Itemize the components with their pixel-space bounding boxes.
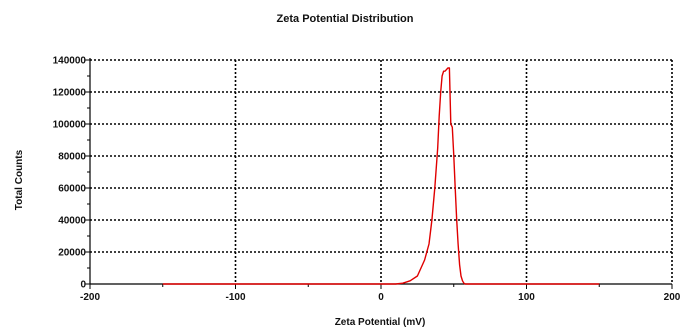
y-tick-label: 100000 (53, 120, 87, 131)
x-tick-label: 0 (378, 292, 384, 303)
grid-layer (90, 59, 673, 284)
x-tick-label: 100 (518, 292, 535, 303)
y-tick-label: 40000 (58, 216, 86, 227)
y-axis-label: Total Counts (14, 149, 25, 210)
x-tick-label: -200 (80, 292, 100, 303)
chart-title: Zeta Potential Distribution (277, 13, 414, 25)
y-tick-label: 80000 (58, 152, 86, 163)
y-tick-label: 120000 (53, 88, 87, 99)
x-tick-label: -100 (225, 292, 245, 303)
x-tick-label: 200 (664, 292, 680, 303)
y-tick-label: 20000 (58, 248, 86, 259)
y-tick-label: 60000 (58, 184, 86, 195)
y-tick-label: 140000 (53, 56, 87, 67)
series-layer (162, 67, 600, 285)
tick-labels-layer: 0 20000 40000 60000 80000 100000 120000 140000 -… (53, 56, 680, 304)
y-tick-label: 0 (80, 280, 86, 291)
x-axis-label: Zeta Potential (mV) (335, 317, 426, 328)
series-line (162, 67, 600, 285)
